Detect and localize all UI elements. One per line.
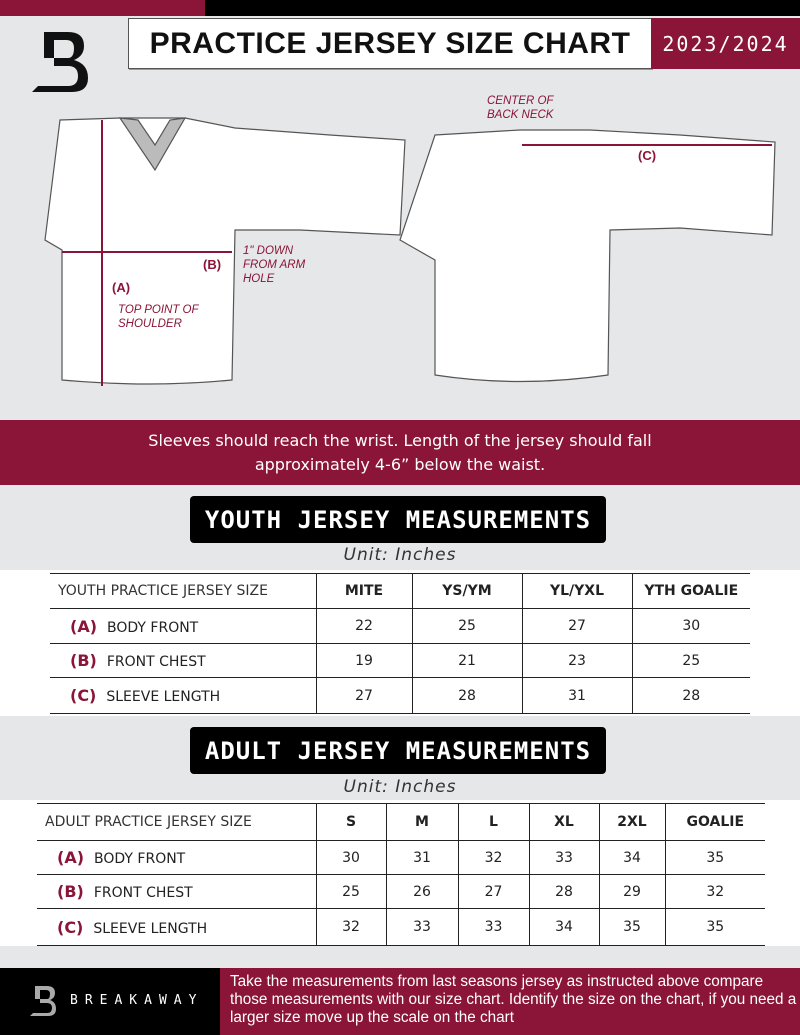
cell: 33 — [385, 908, 458, 946]
row-label: SLEEVE LENGTH — [93, 920, 208, 937]
row-code: (B) — [57, 882, 84, 901]
row-code: (B) — [70, 651, 97, 670]
adult-unit: Unit: Inches — [343, 777, 457, 797]
cell: 22 — [315, 608, 412, 644]
table-row: (B) FRONT CHEST 25 26 27 28 29 32 — [37, 874, 765, 909]
season-label: 2023/2024 — [651, 18, 800, 69]
cell: 28 — [528, 874, 599, 909]
cell: 19 — [315, 643, 412, 678]
row-code: (C) — [70, 686, 97, 705]
cell: 32 — [664, 874, 765, 909]
cell: 28 — [631, 677, 750, 714]
breakaway-logo — [32, 32, 88, 92]
footer-text: Take the measurements from last seasons … — [220, 968, 800, 1035]
header-cell: GOALIE — [664, 803, 765, 841]
row-label: BODY FRONT — [94, 851, 186, 867]
row-code: (C) — [57, 917, 84, 937]
header-cell: MITE — [315, 573, 412, 609]
cell: 29 — [598, 874, 665, 909]
cell: 27 — [521, 608, 632, 644]
header-cell: YL/YXL — [521, 573, 632, 609]
header-cell: YOUTH PRACTICE JERSEY SIZE — [50, 573, 316, 609]
table-header-row: YOUTH PRACTICE JERSEY SIZE MITE YS/YM YL… — [50, 573, 750, 609]
youth-section-title: YOUTH JERSEY MEASUREMENTS — [190, 496, 606, 543]
footer-logo — [30, 986, 56, 1016]
note-a: TOP POINT OF SHOULDER — [118, 304, 199, 330]
header-cell: L — [457, 803, 529, 841]
cell: 27 — [457, 874, 529, 909]
row-code: (A) — [70, 616, 98, 636]
label-a: (A) — [112, 280, 131, 295]
note-c: CENTER OF BACK NECK — [487, 95, 554, 121]
table-row: (A) BODY FRONT 22 25 27 30 — [50, 608, 750, 644]
footer-brand: BREAKAWAY — [70, 993, 204, 1008]
cell: 31 — [385, 840, 458, 875]
jersey-diagram — [44, 117, 776, 386]
cell: 30 — [631, 608, 750, 644]
header-cell: M — [385, 803, 458, 841]
row-code: (A) — [57, 848, 85, 867]
header-cell: XL — [528, 803, 599, 841]
cell: 33 — [457, 908, 529, 946]
cell: 34 — [598, 840, 665, 875]
header-cell: ADULT PRACTICE JERSEY SIZE — [37, 803, 316, 841]
cell: 25 — [411, 608, 522, 644]
cell: 23 — [521, 643, 632, 678]
cell: 21 — [411, 643, 522, 678]
label-b: (B) — [203, 257, 222, 272]
header-cell: 2XL — [598, 803, 665, 841]
table-row: (A) BODY FRONT 30 31 32 33 34 35 — [37, 840, 765, 875]
row-label: FRONT CHEST — [93, 885, 193, 901]
row-label: FRONT CHEST — [106, 654, 206, 670]
instructions-banner: Sleeves should reach the wrist. Length o… — [0, 420, 800, 485]
cell: 25 — [315, 874, 386, 909]
adult-table: ADULT PRACTICE JERSEY SIZE S M L XL 2XL … — [37, 803, 765, 946]
top-accent-bar — [0, 0, 205, 16]
cell: 27 — [315, 677, 412, 714]
table-row: (C) SLEEVE LENGTH 27 28 31 28 — [50, 677, 750, 714]
cell: 30 — [315, 840, 386, 875]
adult-section-title: ADULT JERSEY MEASUREMENTS — [190, 727, 606, 774]
table-row: (B) FRONT CHEST 19 21 23 25 — [50, 643, 750, 678]
cell: 35 — [664, 840, 765, 875]
cell: 32 — [457, 840, 529, 875]
cell: 26 — [385, 874, 458, 909]
header-cell: S — [315, 803, 386, 841]
page-title: PRACTICE JERSEY SIZE CHART — [128, 18, 652, 69]
cell: 33 — [528, 840, 599, 875]
cell: 35 — [598, 908, 665, 946]
cell: 28 — [411, 677, 522, 714]
cell: 31 — [521, 677, 632, 714]
table-header-row: ADULT PRACTICE JERSEY SIZE S M L XL 2XL … — [37, 803, 765, 841]
table-row: (C) SLEEVE LENGTH 32 33 33 34 35 35 — [37, 908, 765, 946]
cell: 34 — [528, 908, 599, 946]
cell: 32 — [315, 908, 386, 946]
top-black-bar — [205, 0, 800, 16]
label-c: (C) — [638, 148, 657, 163]
youth-table: YOUTH PRACTICE JERSEY SIZE MITE YS/YM YL… — [50, 573, 750, 714]
youth-unit: Unit: Inches — [343, 545, 457, 565]
note-b: 1" DOWN FROM ARM HOLE — [243, 245, 306, 285]
row-label: SLEEVE LENGTH — [106, 689, 221, 705]
cell: 25 — [631, 643, 750, 678]
footer-brand-panel — [0, 968, 220, 1035]
header-cell: YTH GOALIE — [631, 573, 750, 609]
cell: 35 — [664, 908, 765, 946]
row-label: BODY FRONT — [107, 619, 199, 636]
header-cell: YS/YM — [411, 573, 522, 609]
instructions-text: Sleeves should reach the wrist. Length o… — [148, 431, 652, 474]
